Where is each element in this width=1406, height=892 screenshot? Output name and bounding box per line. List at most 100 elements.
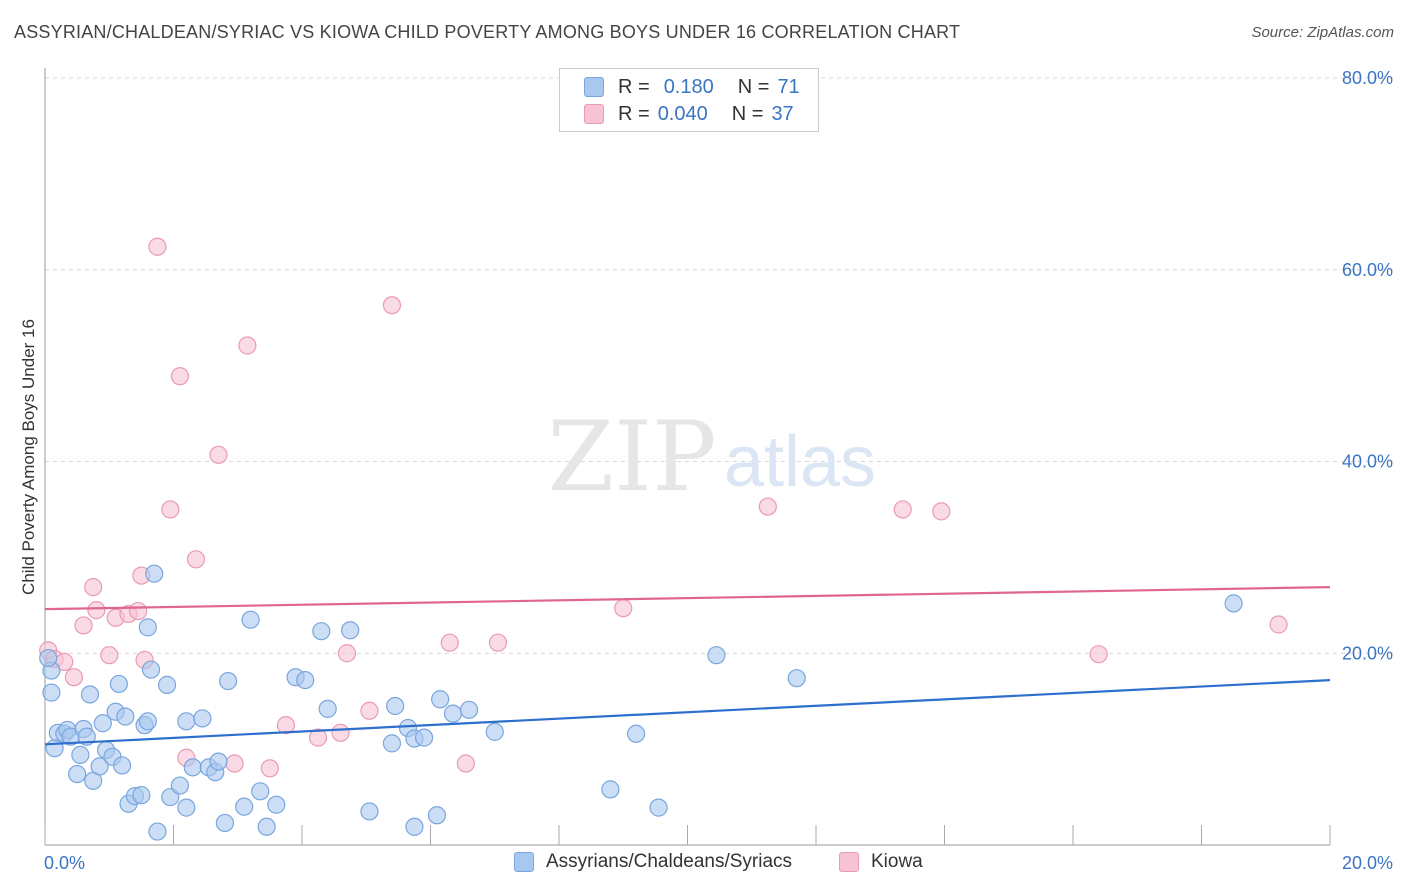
axes [44,68,1331,846]
kiowa-point [74,616,93,635]
assyrian-point [318,699,337,718]
series-swatch-pink [839,852,859,872]
legend-n-label: N = [737,75,770,98]
assyrian-point [601,780,620,799]
assyrian-point [109,674,128,694]
assyrian-point [183,758,202,777]
assyrian-point [45,739,64,758]
assyrian-point [312,622,331,641]
assyrian-point [405,817,424,836]
legend-n-value: 37 [771,102,794,125]
kiowa-point [161,500,180,519]
kiowa-point [87,601,106,620]
assyrian-point [177,798,196,817]
kiowa-point [360,701,379,720]
assyrian-point [141,660,161,679]
assyrian-point [257,817,276,836]
assyrian-point [177,712,196,731]
assyrian-point [170,776,190,795]
assyrian-point [215,813,234,833]
kiowa-point [893,500,912,519]
assyrian-point [71,745,90,764]
kiowa-point [260,759,279,778]
y-tick-label: 80.0% [1342,68,1393,88]
legend-n-value: 71 [777,75,800,98]
chart-title: ASSYRIAN/CHALDEAN/SYRIAC VS KIOWA CHILD … [14,22,961,42]
kiowa-point [440,633,459,652]
kiowa-point [614,599,633,618]
kiowa-point [758,497,777,516]
series-legend-assyrian[interactable]: Assyrians/Chaldeans/Syriacs [514,851,792,873]
assyrian-point [68,764,87,784]
series-legend-label: Kiowa [871,851,923,872]
kiowa-point [932,502,951,521]
y-tick-label: 60.0% [1342,260,1393,280]
assyrian-trend-line [44,678,1331,746]
assyrian-point [1224,594,1243,613]
kiowa-point [337,644,357,663]
assyrian-point [296,670,315,690]
assyrian-point [209,752,228,771]
watermark: ZIP atlas [547,401,876,513]
kiowa-point [100,646,119,665]
assyrian-point [42,683,61,702]
watermark-atlas: atlas [724,422,876,502]
assyrian-points [39,564,1243,841]
kiowa-point [331,723,350,742]
kiowa-point [488,633,508,652]
grid-lines [45,77,1395,654]
assyrian-point [116,707,135,726]
assyrian-point [93,714,112,733]
kiowa-point [209,445,228,464]
assyrian-point [431,690,450,709]
correlation-legend: R = 0.180 N = 71 R = 0.040 N = 37 [559,68,819,132]
assyrian-point [626,724,646,743]
assyrian-point [157,675,177,694]
legend-swatch-blue [584,77,604,97]
assyrian-point [414,728,434,747]
legend-swatch-pink [584,104,604,124]
assyrian-point [241,610,260,629]
assyrian-point [360,802,379,821]
assyrian-point [427,806,447,825]
chart-source: Source: ZipAtlas.com [1251,24,1394,41]
kiowa-point [186,550,206,569]
watermark-zip: ZIP [547,401,716,513]
kiowa-point [456,754,475,773]
kiowa-point [170,367,190,386]
legend-r-label: R = [618,75,650,98]
kiowa-point [308,728,328,747]
assyrian-point [193,709,212,728]
assyrian-point [707,646,726,665]
tick-labels: 20.0% 40.0% 60.0% 80.0% 0.0% 20.0% [44,68,1393,873]
x-tick-label: 20.0% [1342,853,1393,873]
assyrian-point [39,648,58,668]
assyrian-point [459,700,479,719]
series-swatch-blue [514,852,534,872]
kiowa-point [148,237,167,256]
series-legend-kiowa[interactable]: Kiowa [839,851,923,873]
assyrian-point [132,786,151,805]
series-legend: Assyrians/Chaldeans/Syriacs Kiowa [0,851,1406,877]
assyrian-point [341,621,360,640]
kiowa-point [382,296,402,315]
assyrian-point [145,564,164,583]
assyrian-point [485,722,504,741]
assyrian-point [112,756,132,775]
assyrian-point [90,757,109,776]
assyrian-point [787,669,806,688]
trend-lines [44,585,1331,746]
legend-r-label: R = [618,102,650,125]
legend-row-assyrian: R = 0.180 N = 71 [584,74,800,100]
assyrian-point [80,685,100,704]
y-tick-label: 40.0% [1342,452,1393,472]
kiowa-point [225,754,244,773]
legend-r-value: 0.180 [663,75,714,98]
assyrian-point [148,822,167,841]
y-axis-label: Child Poverty Among Boys Under 16 [19,319,38,595]
legend-row-kiowa: R = 0.040 N = 37 [584,101,794,127]
legend-n-label: N = [731,102,764,125]
x-tick-label: 0.0% [44,853,85,873]
legend-r-value: 0.040 [657,102,708,125]
